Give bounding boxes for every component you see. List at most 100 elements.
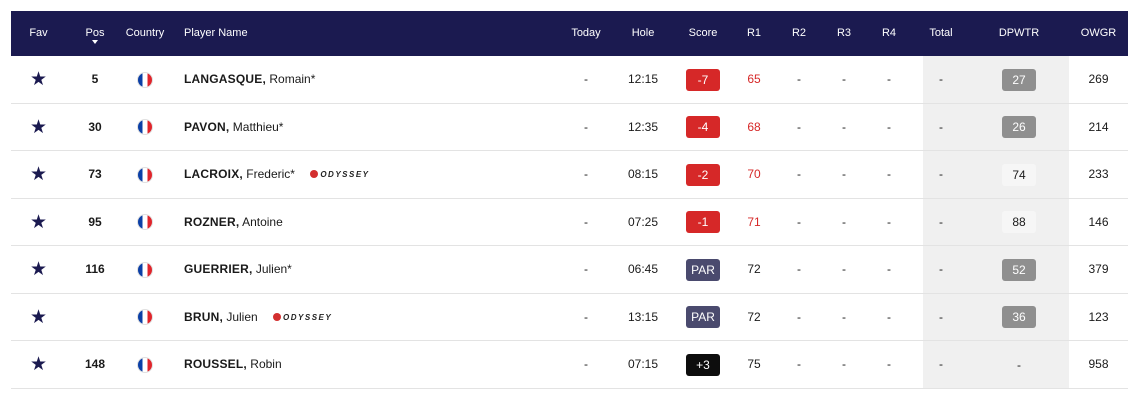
- table-body: ★ 5 LANGASQUE, Romain* - 12:15 -7 65 - -…: [11, 56, 1128, 389]
- player-last-name: PAVON,: [184, 119, 230, 134]
- france-flag-icon: [137, 261, 153, 278]
- player-last-name: ROZNER,: [184, 214, 240, 229]
- table-row[interactable]: ★ 148 ROUSSEL, Robin - 07:15 +3 75 - - -…: [11, 341, 1128, 389]
- r2-value: -: [797, 309, 801, 324]
- score-badge: -1: [686, 211, 720, 234]
- r1-value: 71: [747, 214, 761, 229]
- col-pos[interactable]: Pos: [71, 11, 119, 56]
- favorite-star-icon[interactable]: ★: [29, 164, 48, 185]
- dpwtr-cell: 27: [992, 56, 1046, 103]
- col-r1: R1: [746, 27, 762, 39]
- dpwtr-badge: 27: [1002, 68, 1036, 91]
- dpwtr-badge: 52: [1002, 258, 1036, 281]
- odyssey-logo-icon: [273, 312, 282, 321]
- player-name[interactable]: PAVON, Matthieu*: [184, 104, 544, 151]
- hole-value: 12:35: [627, 119, 659, 134]
- player-first-name: Julien: [226, 309, 258, 324]
- country-cell: [119, 56, 171, 103]
- hole-value: 12:15: [627, 72, 659, 86]
- player-name[interactable]: LACROIX, Frederic* ODYSSEY: [184, 151, 544, 198]
- player-first-name: Matthieu*: [232, 119, 284, 134]
- table-header: Fav Pos Country Player Name Today Hole S…: [11, 11, 1128, 56]
- owgr-value: 958: [1088, 357, 1109, 371]
- favorite-star-icon[interactable]: ★: [29, 259, 48, 280]
- col-today: Today: [571, 27, 601, 39]
- score-cell: PAR: [679, 246, 727, 293]
- player-last-name: ROUSSEL,: [184, 357, 247, 371]
- table-row[interactable]: ★ 30 PAVON, Matthieu* - 12:35 -4 68 - - …: [11, 104, 1128, 151]
- table-row[interactable]: ★ 116 GUERRIER, Julien* - 06:45 PAR 72 -…: [11, 246, 1128, 294]
- player-name[interactable]: LANGASQUE, Romain*: [184, 56, 544, 103]
- table-row[interactable]: ★ BRUN, Julien ODYSSEY - 13:15 PAR 72 - …: [11, 294, 1128, 341]
- r1-value: 72: [747, 309, 761, 324]
- sponsor-logo: ODYSSEY: [310, 151, 369, 198]
- favorite-star-icon[interactable]: ★: [29, 69, 48, 90]
- player-first-name: Antoine: [242, 214, 283, 229]
- country-cell: [119, 151, 171, 198]
- score-badge: -7: [686, 68, 720, 91]
- score-badge: PAR: [686, 306, 720, 329]
- total-value: -: [939, 262, 943, 276]
- total-value: -: [939, 309, 943, 324]
- dpwtr-badge: 74: [1002, 163, 1036, 186]
- fav-cell: ★: [11, 246, 66, 293]
- score-badge: PAR: [686, 258, 720, 281]
- position: 95: [88, 214, 102, 229]
- today-value: -: [584, 119, 588, 134]
- dpwtr-cell: 26: [992, 104, 1046, 151]
- fav-cell: ★: [11, 294, 66, 341]
- today-value: -: [584, 72, 588, 86]
- sponsor-logo: ODYSSEY: [273, 294, 332, 341]
- country-cell: [119, 341, 171, 388]
- col-player-name: Player Name: [184, 27, 248, 39]
- r3-value: -: [842, 357, 846, 371]
- position: 148: [84, 357, 106, 371]
- owgr-value: 123: [1088, 309, 1109, 324]
- total-value: -: [939, 357, 943, 371]
- france-flag-icon: [137, 214, 153, 231]
- r2-value: -: [797, 357, 801, 371]
- player-name[interactable]: BRUN, Julien ODYSSEY: [184, 294, 544, 341]
- player-name[interactable]: GUERRIER, Julien*: [184, 246, 544, 293]
- col-r4: R4: [881, 27, 897, 39]
- table-row[interactable]: ★ 73 LACROIX, Frederic* ODYSSEY - 08:15 …: [11, 151, 1128, 199]
- sponsor-text: ODYSSEY: [283, 312, 333, 322]
- player-first-name: Robin: [250, 357, 282, 371]
- leaderboard-table: Fav Pos Country Player Name Today Hole S…: [11, 11, 1128, 389]
- r3-value: -: [842, 214, 846, 229]
- owgr-value: 379: [1088, 262, 1109, 276]
- r3-value: -: [842, 309, 846, 324]
- fav-cell: ★: [11, 341, 66, 388]
- dpwtr-cell: -: [992, 341, 1046, 388]
- score-cell: PAR: [679, 294, 727, 341]
- player-last-name: GUERRIER,: [184, 262, 253, 276]
- player-last-name: BRUN,: [184, 309, 223, 324]
- sponsor-text: ODYSSEY: [320, 170, 370, 180]
- col-dpwtr: DPWTR: [998, 27, 1040, 39]
- player-last-name: LACROIX,: [184, 167, 243, 181]
- score-cell: +3: [679, 341, 727, 388]
- col-fav: Fav: [29, 27, 48, 39]
- today-value: -: [584, 262, 588, 276]
- r2-value: -: [797, 262, 801, 276]
- total-value: -: [939, 214, 943, 229]
- owgr-value: 214: [1088, 119, 1109, 134]
- score-badge: -4: [686, 116, 720, 139]
- favorite-star-icon[interactable]: ★: [29, 211, 48, 233]
- france-flag-icon: [137, 119, 153, 136]
- table-row[interactable]: ★ 95 ROZNER, Antoine - 07:25 -1 71 - - -…: [11, 199, 1128, 246]
- r1-value: 72: [747, 262, 761, 276]
- col-total: Total: [929, 27, 953, 39]
- country-cell: [119, 246, 171, 293]
- player-name[interactable]: ROUSSEL, Robin: [184, 341, 544, 388]
- score-cell: -4: [679, 104, 727, 151]
- hole-value: 13:15: [627, 309, 659, 324]
- player-first-name: Frederic*: [246, 167, 295, 181]
- favorite-star-icon[interactable]: ★: [29, 354, 48, 375]
- favorite-star-icon[interactable]: ★: [29, 116, 48, 138]
- position: 5: [91, 72, 99, 86]
- favorite-star-icon[interactable]: ★: [29, 306, 48, 328]
- table-row[interactable]: ★ 5 LANGASQUE, Romain* - 12:15 -7 65 - -…: [11, 56, 1128, 104]
- score-badge: -2: [686, 163, 720, 186]
- player-name[interactable]: ROZNER, Antoine: [184, 199, 544, 246]
